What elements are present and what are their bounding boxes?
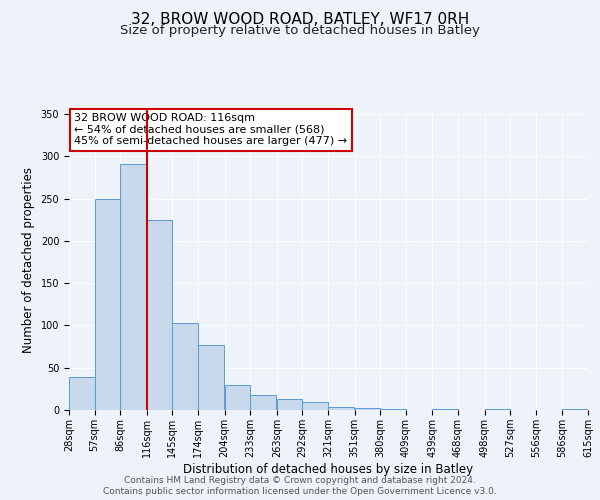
Bar [562,409,588,410]
Bar [355,408,380,410]
Text: 32 BROW WOOD ROAD: 116sqm
← 54% of detached houses are smaller (568)
45% of semi: 32 BROW WOOD ROAD: 116sqm ← 54% of detac… [74,113,347,146]
Bar [120,164,146,410]
Bar [95,198,120,410]
Text: Contains HM Land Registry data © Crown copyright and database right 2024.: Contains HM Land Registry data © Crown c… [124,476,476,485]
Bar [69,377,95,410]
Bar [277,399,302,410]
Text: Contains public sector information licensed under the Open Government Licence v3: Contains public sector information licen… [103,487,497,496]
Bar [172,323,198,410]
Bar [328,406,353,410]
Text: 32, BROW WOOD ROAD, BATLEY, WF17 0RH: 32, BROW WOOD ROAD, BATLEY, WF17 0RH [131,12,469,28]
Y-axis label: Number of detached properties: Number of detached properties [22,167,35,353]
Bar [224,386,250,410]
Text: Size of property relative to detached houses in Batley: Size of property relative to detached ho… [120,24,480,37]
X-axis label: Distribution of detached houses by size in Batley: Distribution of detached houses by size … [184,462,473,475]
Bar [485,409,510,410]
Bar [380,409,406,410]
Bar [198,345,224,410]
Bar [250,395,276,410]
Bar [302,402,328,410]
Bar [433,409,458,410]
Bar [147,220,172,410]
